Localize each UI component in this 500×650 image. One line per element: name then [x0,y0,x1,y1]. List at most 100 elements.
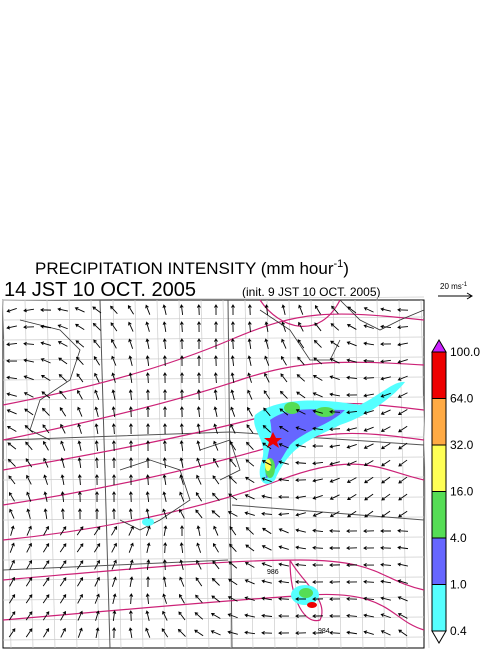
wind-arrow [179,423,184,435]
isobars [2,299,425,631]
wind-arrow [42,577,50,587]
wind-arrow [75,340,85,348]
wind-arrow [397,528,409,533]
wind-arrow [397,342,408,347]
wind-arrow [180,525,184,537]
wind-arrow [329,563,341,567]
wind-arrow [329,630,341,635]
wind-arrow [397,545,409,550]
wind-arrow [281,304,286,315]
wind-arrow [128,406,133,418]
wind-arrow [94,559,100,570]
wind-arrow [77,610,83,621]
wind-arrow [213,457,219,468]
wind-arrow [57,324,68,330]
wind-arrow [312,580,324,584]
wind-arrow [145,627,151,638]
wind-arrow [244,596,255,601]
wind-arrow [213,423,218,434]
title-close: ) [343,259,349,278]
wind-arrow [278,579,290,584]
wind-arrow [60,457,65,468]
wind-arrow [42,611,50,621]
wind-arrow [195,509,203,519]
isobar-label: 986 [267,569,279,576]
wind-arrow [261,613,273,618]
wind-arrow [23,392,34,398]
wind-arrow [245,459,255,467]
wind-arrow [244,494,255,500]
wind-arrow [163,372,167,384]
wind-arrow [60,610,66,621]
wind-arrow [26,491,32,502]
wind-arrow [329,392,340,397]
wind-arrow [94,457,99,469]
wind-arrow [77,576,84,587]
colorbar-box [431,351,447,399]
wind-arrow [380,376,391,381]
wind-arrow [363,376,375,381]
wind-arrow [179,542,184,554]
wind-arrow [128,321,134,332]
wind-arrow [398,425,408,433]
wind-arrow [60,423,66,434]
wind-arrow [363,596,375,601]
wind-arrow [43,627,50,638]
wind-arrow [162,559,167,571]
wind-arrow [178,611,186,621]
wind-arrow [227,511,238,517]
wind-arrow [329,597,341,601]
wind-arrow [213,389,218,401]
wind-arrow [146,423,150,434]
wind-arrow [380,426,391,432]
wind-arrow [213,525,219,536]
wind-arrow [111,389,116,400]
wind-arrow [77,406,83,417]
wind-arrow [23,308,35,313]
wind-arrow [163,423,167,435]
wind-arrow [278,562,289,567]
grid-line [2,436,425,441]
wind-arrow [77,627,83,638]
wind-vectors [6,304,409,639]
wind-arrow [312,392,323,398]
wind-arrow [346,393,358,397]
colorbar-label: 0.4 [450,624,467,638]
wind-arrow [94,576,100,587]
wind-arrow [162,355,167,367]
wind-arrow [247,389,253,400]
wind-arrow [77,474,82,486]
map: 986 984 [2,296,430,649]
wind-arrow [262,425,271,433]
wind-arrow [297,356,305,366]
wind-arrow [295,443,306,448]
wind-arrow [363,579,375,584]
wind-arrow [295,545,307,550]
wind-arrow [76,356,84,365]
wind-arrow [264,338,269,349]
wind-arrow [346,324,357,330]
grid-line [2,296,425,301]
wind-arrow [145,508,150,519]
wind-arrow [145,372,150,384]
wind-arrow [278,512,290,517]
wind-arrow [212,560,220,570]
wind-arrow [363,426,374,432]
wind-arrow [128,627,133,639]
reference-arrow [438,292,473,300]
grid-line [2,396,425,401]
wind-arrow [40,307,52,312]
wind-arrow [127,304,134,315]
wind-arrow [278,528,289,534]
grid-line [2,636,425,641]
wind-arrow [245,441,254,450]
wind-arrow [211,595,221,603]
wind-arrow [295,478,307,483]
wind-arrow [280,355,287,366]
wind-arrow [397,392,408,398]
reference-vector-label: 20 ms-1 [440,282,468,291]
wind-arrow [346,443,357,449]
wind-arrow [43,440,49,451]
wind-arrow [146,559,151,571]
wind-arrow [246,424,254,434]
